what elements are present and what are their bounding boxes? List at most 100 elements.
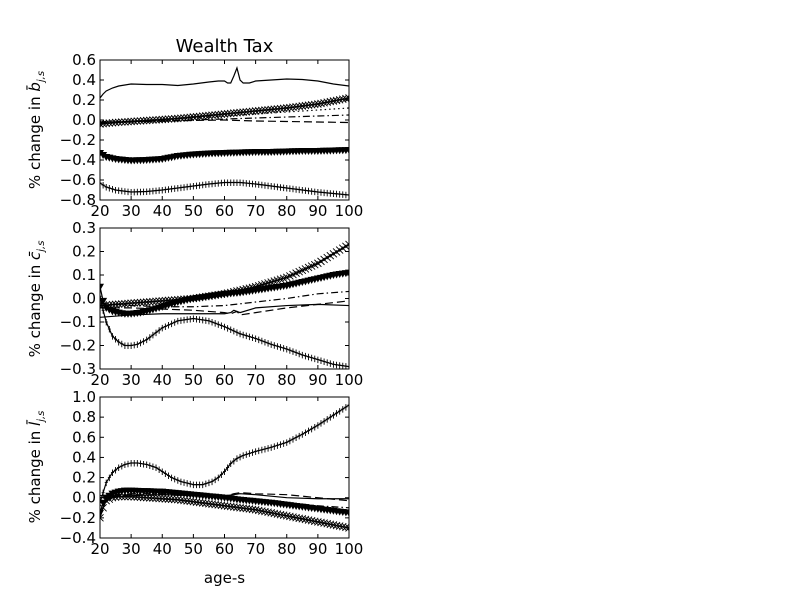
data-point	[142, 116, 151, 125]
x-tick-label: 50	[184, 371, 203, 389]
data-point	[105, 119, 114, 127]
data-point	[220, 501, 229, 510]
y-axis-label-prefix: % change in	[26, 92, 44, 189]
data-point	[142, 188, 146, 196]
series-0	[100, 66, 349, 99]
data-point	[263, 445, 267, 453]
data-point	[347, 363, 349, 369]
data-point	[223, 179, 226, 186]
data-point	[149, 297, 157, 306]
data-point	[148, 188, 152, 195]
data-point	[149, 494, 157, 502]
y-tick-label: 0.6	[72, 428, 96, 446]
data-point	[195, 498, 204, 507]
data-point	[258, 106, 266, 115]
data-point	[161, 495, 170, 503]
data-point	[344, 404, 348, 411]
data-point	[236, 503, 244, 512]
data-point	[183, 497, 191, 505]
data-point	[341, 191, 345, 198]
data-point	[332, 521, 341, 530]
data-point	[254, 106, 263, 115]
x-tick-label: 60	[215, 540, 234, 558]
data-point	[160, 187, 164, 194]
data-point	[107, 474, 111, 482]
data-point	[202, 499, 210, 508]
data-point	[226, 464, 230, 471]
data-point	[328, 414, 332, 421]
data-point	[161, 115, 170, 124]
data-point	[319, 420, 323, 427]
data-point	[307, 516, 316, 525]
data-point	[320, 98, 328, 107]
series-5	[100, 293, 349, 369]
series-2	[100, 290, 349, 308]
x-axis-label: age-s	[204, 569, 245, 587]
data-point	[279, 511, 288, 520]
data-point	[292, 513, 300, 522]
data-point	[295, 514, 304, 523]
data-point	[235, 455, 239, 462]
x-tick-label: 90	[308, 371, 327, 389]
data-point	[173, 495, 182, 504]
data-point	[192, 112, 201, 121]
data-point	[216, 180, 220, 187]
data-point	[179, 478, 183, 486]
data-point	[138, 460, 142, 467]
data-point	[310, 100, 319, 109]
data-point	[166, 322, 170, 329]
data-point	[110, 186, 114, 193]
data-point	[261, 507, 269, 516]
data-point	[325, 416, 329, 423]
data-point	[297, 432, 301, 440]
data-point	[160, 468, 164, 476]
data-point	[288, 437, 292, 445]
data-point	[301, 101, 310, 110]
plot-frame	[99, 227, 350, 370]
data-point	[114, 467, 118, 474]
series-line	[100, 492, 349, 502]
data-point	[331, 412, 335, 419]
data-point	[210, 478, 214, 486]
data-point	[130, 493, 139, 501]
data-point	[286, 512, 294, 521]
data-point	[198, 182, 202, 189]
data-point	[345, 240, 349, 249]
data-point	[185, 480, 189, 487]
data-point	[282, 440, 286, 447]
data-point	[307, 187, 311, 195]
data-point	[191, 481, 195, 489]
data-point	[139, 493, 148, 502]
data-point	[335, 410, 339, 417]
data-point	[331, 361, 335, 368]
data-point	[282, 184, 286, 192]
data-point	[297, 186, 301, 194]
y-tick-label: 0.1	[72, 266, 96, 284]
data-point	[342, 94, 349, 103]
data-point	[229, 460, 233, 467]
data-point	[149, 116, 157, 124]
data-point	[157, 327, 161, 334]
data-point	[232, 179, 236, 186]
data-point	[223, 323, 226, 331]
plot-area	[100, 66, 349, 199]
panel-consumption: % change in c̄j,s 20 30 40 50 60 70 80 90 100 0.3…	[26, 219, 363, 389]
data-point	[254, 335, 258, 342]
data-point	[100, 180, 102, 187]
data-point	[219, 322, 223, 330]
data-point	[322, 358, 326, 365]
data-point	[142, 338, 146, 345]
data-point	[242, 504, 251, 513]
data-point	[195, 112, 204, 121]
data-point	[210, 180, 214, 188]
data-point	[136, 493, 145, 502]
y-tick-label: −0.2	[60, 131, 96, 149]
data-point	[121, 492, 129, 501]
x-tick-label: 100	[335, 371, 364, 389]
series-6	[100, 179, 349, 199]
data-point	[241, 179, 245, 187]
data-point	[201, 316, 205, 324]
x-tick-label: 60	[215, 371, 234, 389]
data-point	[325, 189, 329, 197]
